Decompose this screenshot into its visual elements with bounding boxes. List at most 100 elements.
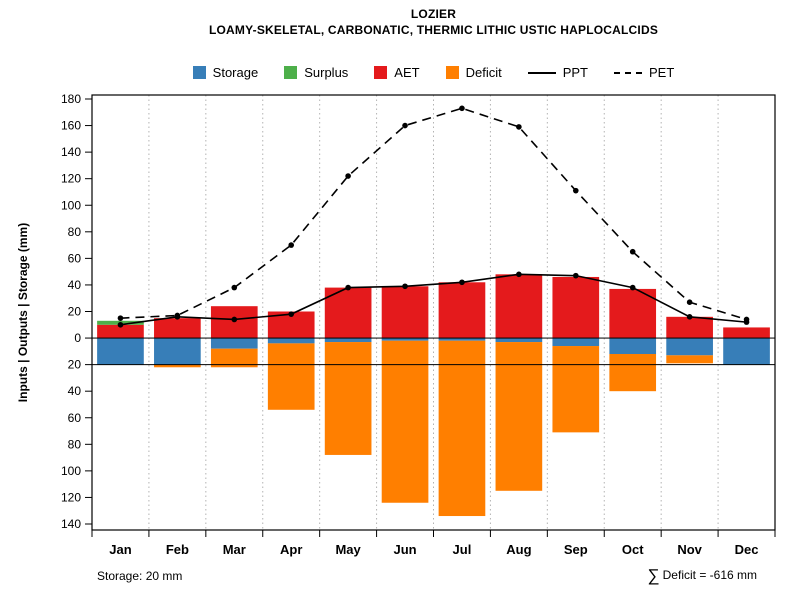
legend-item-ppt: PPT bbox=[527, 65, 589, 80]
y-tick-label: 100 bbox=[61, 198, 81, 212]
legend-item-storage: Storage bbox=[192, 65, 259, 80]
month-label: Sep bbox=[564, 542, 588, 557]
pet-line-point bbox=[686, 299, 693, 306]
pet-line-point bbox=[629, 248, 636, 255]
ppt-line-point bbox=[572, 272, 579, 279]
bar-deficit bbox=[438, 340, 486, 517]
y-tick-label: 20 bbox=[68, 305, 82, 319]
y-tick-label: 80 bbox=[68, 225, 82, 239]
bar-storage bbox=[552, 338, 600, 347]
bar-deficit bbox=[666, 355, 713, 364]
ppt-line bbox=[120, 273, 747, 326]
pet-line-point bbox=[402, 122, 408, 129]
bar-storage bbox=[666, 338, 713, 356]
pet-line-point bbox=[288, 242, 295, 248]
legend-item-aet: AET bbox=[374, 65, 420, 80]
bar-storage bbox=[723, 338, 770, 365]
legend-label-storage: Storage bbox=[212, 65, 259, 80]
month-label: Jun bbox=[393, 542, 416, 557]
y-tick-label: 60 bbox=[68, 251, 82, 265]
month-label: Apr bbox=[280, 542, 302, 557]
chart-title: LOZIER bbox=[410, 7, 457, 21]
bar-deficit bbox=[609, 354, 657, 392]
y-tick-label: 160 bbox=[61, 119, 81, 133]
pet-line-point bbox=[743, 316, 750, 323]
y-tick-label: 0 bbox=[74, 331, 81, 345]
month-label: Mar bbox=[223, 542, 246, 557]
pet-dashed-line-icon bbox=[614, 71, 643, 74]
y-tick-label: 40 bbox=[68, 278, 82, 292]
pet-line-point bbox=[174, 312, 181, 319]
bar-storage bbox=[609, 338, 657, 354]
bar-storage bbox=[267, 338, 315, 344]
bar-aet bbox=[495, 274, 543, 339]
pet-line-point bbox=[459, 105, 465, 112]
bar-aet bbox=[609, 288, 657, 339]
aet-swatch-icon bbox=[374, 66, 388, 79]
pet-line-point bbox=[516, 124, 522, 130]
bar-storage bbox=[324, 338, 372, 343]
bar-storage bbox=[438, 338, 486, 341]
month-label: Nov bbox=[677, 542, 702, 557]
bar-aet bbox=[723, 327, 770, 339]
ppt-line-point bbox=[288, 311, 295, 317]
month-label: Dec bbox=[735, 542, 759, 557]
pet-line bbox=[120, 107, 747, 321]
y-tick-label: 100 bbox=[61, 464, 81, 478]
ppt-line-point bbox=[686, 314, 693, 320]
legend-label-surplus: Surplus bbox=[304, 65, 349, 80]
deficit-swatch-icon bbox=[445, 66, 459, 79]
pet-line-point bbox=[345, 173, 351, 179]
ppt-solid-line-icon bbox=[527, 71, 556, 74]
ppt-line-point bbox=[231, 316, 238, 323]
legend-label-aet: AET bbox=[394, 65, 420, 80]
bar-aet bbox=[324, 287, 372, 339]
bar-deficit bbox=[381, 340, 429, 503]
deficit-sum-text: Deficit = -616 mm bbox=[662, 568, 757, 582]
chart-subtitle: LOAMY-SKELETAL, CARBONATIC, THERMIC LITH… bbox=[208, 23, 659, 37]
bar-deficit bbox=[154, 364, 201, 368]
y-tick-label: 20 bbox=[68, 358, 82, 372]
bar-storage bbox=[97, 338, 144, 365]
storage-swatch-icon bbox=[192, 66, 206, 79]
pet-line-point bbox=[231, 284, 238, 291]
bar-aet bbox=[381, 286, 429, 339]
bar-deficit bbox=[210, 348, 258, 368]
y-tick-label: 80 bbox=[68, 437, 82, 451]
ppt-line-point bbox=[516, 271, 522, 278]
legend-label-ppt: PPT bbox=[562, 65, 589, 80]
bar-deficit bbox=[552, 346, 600, 433]
month-label: May bbox=[335, 542, 361, 557]
month-label: Aug bbox=[506, 542, 531, 557]
deficit-sum: ∑ Deficit = -616 mm bbox=[648, 566, 757, 586]
pet-line-point bbox=[572, 187, 579, 194]
y-tick-label: 140 bbox=[61, 517, 81, 531]
bar-deficit bbox=[324, 342, 372, 455]
ppt-line-point bbox=[629, 284, 636, 291]
legend-item-surplus: Surplus bbox=[284, 65, 348, 80]
legend-item-pet: PET bbox=[614, 65, 674, 80]
month-label: Feb bbox=[166, 542, 189, 557]
y-tick-label: 140 bbox=[61, 145, 81, 159]
bar-storage bbox=[381, 338, 429, 341]
bar-deficit bbox=[495, 342, 543, 491]
sigma-icon: ∑ bbox=[647, 566, 660, 585]
bar-deficit bbox=[267, 343, 315, 410]
bar-aet bbox=[97, 324, 144, 339]
y-tick-label: 40 bbox=[68, 384, 82, 398]
legend-label-deficit: Deficit bbox=[465, 65, 502, 80]
pet-line-point bbox=[117, 315, 124, 321]
bar-aet bbox=[154, 318, 201, 339]
ppt-line-point bbox=[345, 284, 351, 291]
month-label: Jan bbox=[109, 542, 131, 557]
legend: Storage Surplus AET Deficit PPT PET bbox=[92, 65, 775, 80]
surplus-swatch-icon bbox=[284, 66, 298, 79]
month-label: Oct bbox=[622, 542, 644, 557]
y-tick-label: 120 bbox=[61, 172, 81, 186]
bar-aet bbox=[438, 282, 486, 339]
month-label: Jul bbox=[453, 542, 472, 557]
ppt-line-point bbox=[459, 279, 465, 286]
storage-note: Storage: 20 mm bbox=[97, 569, 183, 583]
